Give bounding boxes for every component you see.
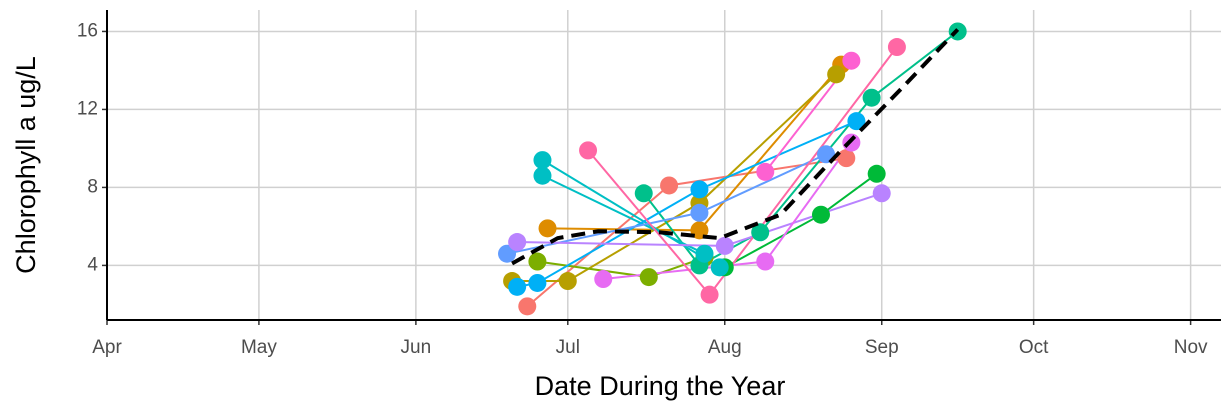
y-tick-label: 8	[87, 176, 98, 197]
point	[639, 268, 658, 287]
x-tick-label: May	[241, 337, 277, 358]
point	[518, 297, 537, 316]
point	[756, 252, 775, 271]
point	[690, 203, 709, 222]
point	[594, 270, 613, 289]
x-tick-label: Aug	[708, 337, 742, 358]
x-tick-label: Jun	[401, 337, 432, 358]
x-axis-label: Date During the Year	[535, 371, 786, 401]
series-line	[542, 174, 705, 255]
point	[498, 244, 517, 263]
y-tick-label: 4	[87, 254, 98, 275]
y-tick-label: 16	[77, 20, 98, 41]
point	[634, 184, 653, 203]
point	[837, 149, 856, 168]
point	[508, 233, 527, 252]
point	[811, 205, 830, 224]
point	[847, 112, 866, 131]
point	[842, 51, 861, 70]
point	[533, 151, 552, 170]
x-tick-label: Oct	[1019, 337, 1049, 358]
point	[690, 180, 709, 199]
point	[528, 252, 547, 271]
x-tick-label: Sep	[865, 337, 899, 358]
grid	[102, 10, 1221, 325]
point	[558, 272, 577, 291]
point	[695, 244, 714, 263]
point	[715, 236, 734, 255]
point	[827, 65, 846, 84]
plot	[498, 22, 967, 316]
point	[862, 88, 881, 107]
point	[579, 141, 598, 160]
point	[751, 223, 770, 242]
point	[867, 164, 886, 183]
y-tick-label: 12	[77, 98, 98, 119]
trend-line	[511, 28, 960, 266]
point	[710, 258, 729, 277]
point	[660, 176, 679, 195]
series-line	[541, 159, 721, 269]
point	[528, 273, 547, 292]
series-line	[512, 73, 837, 283]
point	[700, 285, 719, 304]
x-tick-label: Jul	[556, 337, 580, 358]
x-tick-label: Apr	[92, 337, 122, 358]
point	[817, 145, 836, 164]
point	[533, 166, 552, 185]
y-axis-label: Chlorophyll a ug/L	[11, 56, 41, 274]
point	[538, 219, 557, 238]
point	[887, 38, 906, 57]
point	[508, 277, 527, 296]
point	[872, 184, 891, 203]
point	[756, 162, 775, 181]
x-tick-label: Nov	[1174, 337, 1208, 358]
